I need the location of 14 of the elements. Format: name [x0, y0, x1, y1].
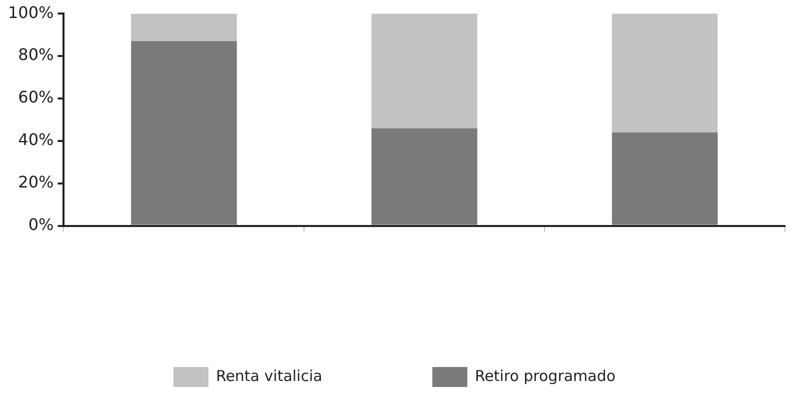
bar: [131, 41, 237, 225]
bar: [371, 128, 478, 225]
bar: [371, 14, 478, 128]
bar: [131, 14, 237, 42]
y-tick-label: 0%: [28, 214, 54, 234]
bar: [612, 14, 718, 132]
y-tick-label: 100%: [8, 2, 54, 22]
legend-label: Retiro programado: [474, 366, 616, 385]
y-tick-label: 20%: [18, 172, 54, 192]
y-tick-label: 80%: [18, 45, 54, 64]
y-tick-label: 60%: [18, 88, 54, 107]
y-tick-label: 40%: [18, 130, 54, 150]
bar: [612, 132, 718, 225]
legend-label: Renta vitalicia: [216, 366, 322, 385]
